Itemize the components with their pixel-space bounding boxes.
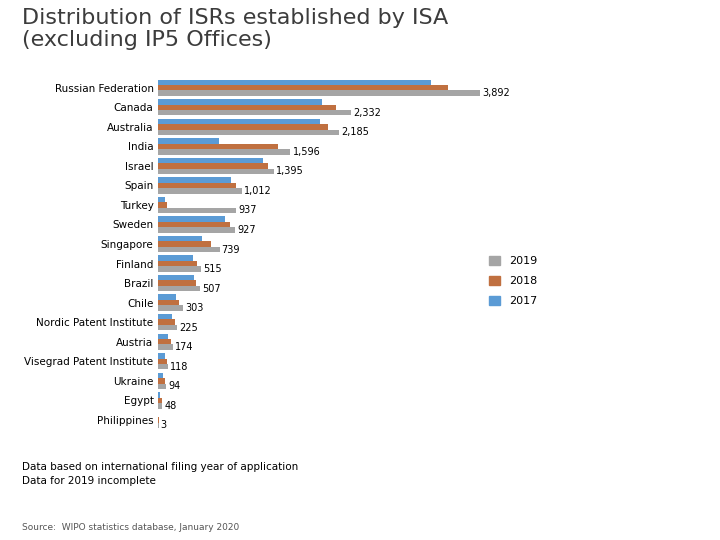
- Bar: [158, 247, 220, 252]
- Legend: 2019, 2018, 2017: 2019, 2018, 2017: [485, 252, 541, 311]
- Text: Distribution of ISRs established by ISA: Distribution of ISRs established by ISA: [22, 8, 448, 28]
- Bar: [158, 85, 448, 91]
- Text: (excluding IP5 Offices): (excluding IP5 Offices): [22, 30, 271, 50]
- Text: 1,596: 1,596: [292, 147, 320, 157]
- Text: Data for 2019 incomplete: Data for 2019 incomplete: [22, 476, 156, 487]
- Bar: [158, 110, 351, 116]
- Text: 1,395: 1,395: [276, 166, 304, 177]
- Bar: [158, 286, 200, 291]
- Bar: [158, 294, 176, 300]
- Text: 118: 118: [170, 362, 189, 372]
- Bar: [158, 403, 163, 409]
- Bar: [158, 217, 225, 222]
- Bar: [158, 314, 173, 320]
- Bar: [158, 378, 165, 383]
- Text: 937: 937: [238, 205, 256, 215]
- Text: 1,012: 1,012: [244, 186, 272, 196]
- Bar: [158, 280, 197, 286]
- Text: 94: 94: [168, 381, 181, 391]
- Text: 3: 3: [161, 420, 167, 430]
- Text: 225: 225: [179, 323, 198, 333]
- Text: 3,892: 3,892: [482, 88, 510, 98]
- Text: 303: 303: [186, 303, 204, 313]
- Bar: [158, 266, 201, 272]
- Bar: [158, 241, 212, 247]
- Bar: [158, 149, 290, 154]
- Bar: [158, 345, 173, 350]
- Bar: [158, 177, 231, 183]
- Bar: [158, 255, 193, 261]
- Text: Data based on international filing year of application: Data based on international filing year …: [22, 462, 298, 472]
- Bar: [158, 124, 328, 130]
- Bar: [158, 183, 236, 188]
- Text: 739: 739: [222, 245, 240, 254]
- Bar: [158, 392, 161, 397]
- Bar: [158, 119, 320, 124]
- Bar: [158, 163, 268, 168]
- Bar: [158, 138, 219, 144]
- Bar: [158, 130, 339, 135]
- Bar: [158, 208, 236, 213]
- Bar: [158, 261, 197, 266]
- Bar: [158, 373, 163, 378]
- Bar: [158, 99, 322, 105]
- Text: 927: 927: [237, 225, 256, 235]
- Bar: [158, 168, 274, 174]
- Text: 2,332: 2,332: [354, 108, 382, 118]
- Text: 515: 515: [203, 264, 222, 274]
- Text: 48: 48: [164, 401, 176, 411]
- Bar: [158, 158, 264, 163]
- Bar: [158, 300, 179, 306]
- Bar: [158, 364, 168, 369]
- Bar: [158, 320, 174, 325]
- Bar: [158, 383, 166, 389]
- Text: 2,185: 2,185: [341, 127, 369, 137]
- Bar: [158, 397, 161, 403]
- Bar: [158, 91, 480, 96]
- Text: Source:  WIPO statistics database, January 2020: Source: WIPO statistics database, Januar…: [22, 523, 239, 532]
- Bar: [158, 353, 165, 359]
- Bar: [158, 188, 242, 194]
- Bar: [158, 197, 165, 202]
- Bar: [158, 79, 431, 85]
- Bar: [158, 339, 171, 345]
- Bar: [158, 359, 166, 364]
- Bar: [158, 222, 230, 227]
- Bar: [158, 306, 184, 311]
- Bar: [158, 334, 168, 339]
- Bar: [158, 202, 168, 208]
- Text: 507: 507: [202, 284, 221, 294]
- Bar: [158, 105, 336, 110]
- Text: 174: 174: [175, 342, 194, 352]
- Bar: [158, 227, 235, 233]
- Bar: [158, 275, 194, 280]
- Bar: [158, 144, 279, 149]
- Bar: [158, 236, 202, 241]
- Bar: [158, 325, 177, 330]
